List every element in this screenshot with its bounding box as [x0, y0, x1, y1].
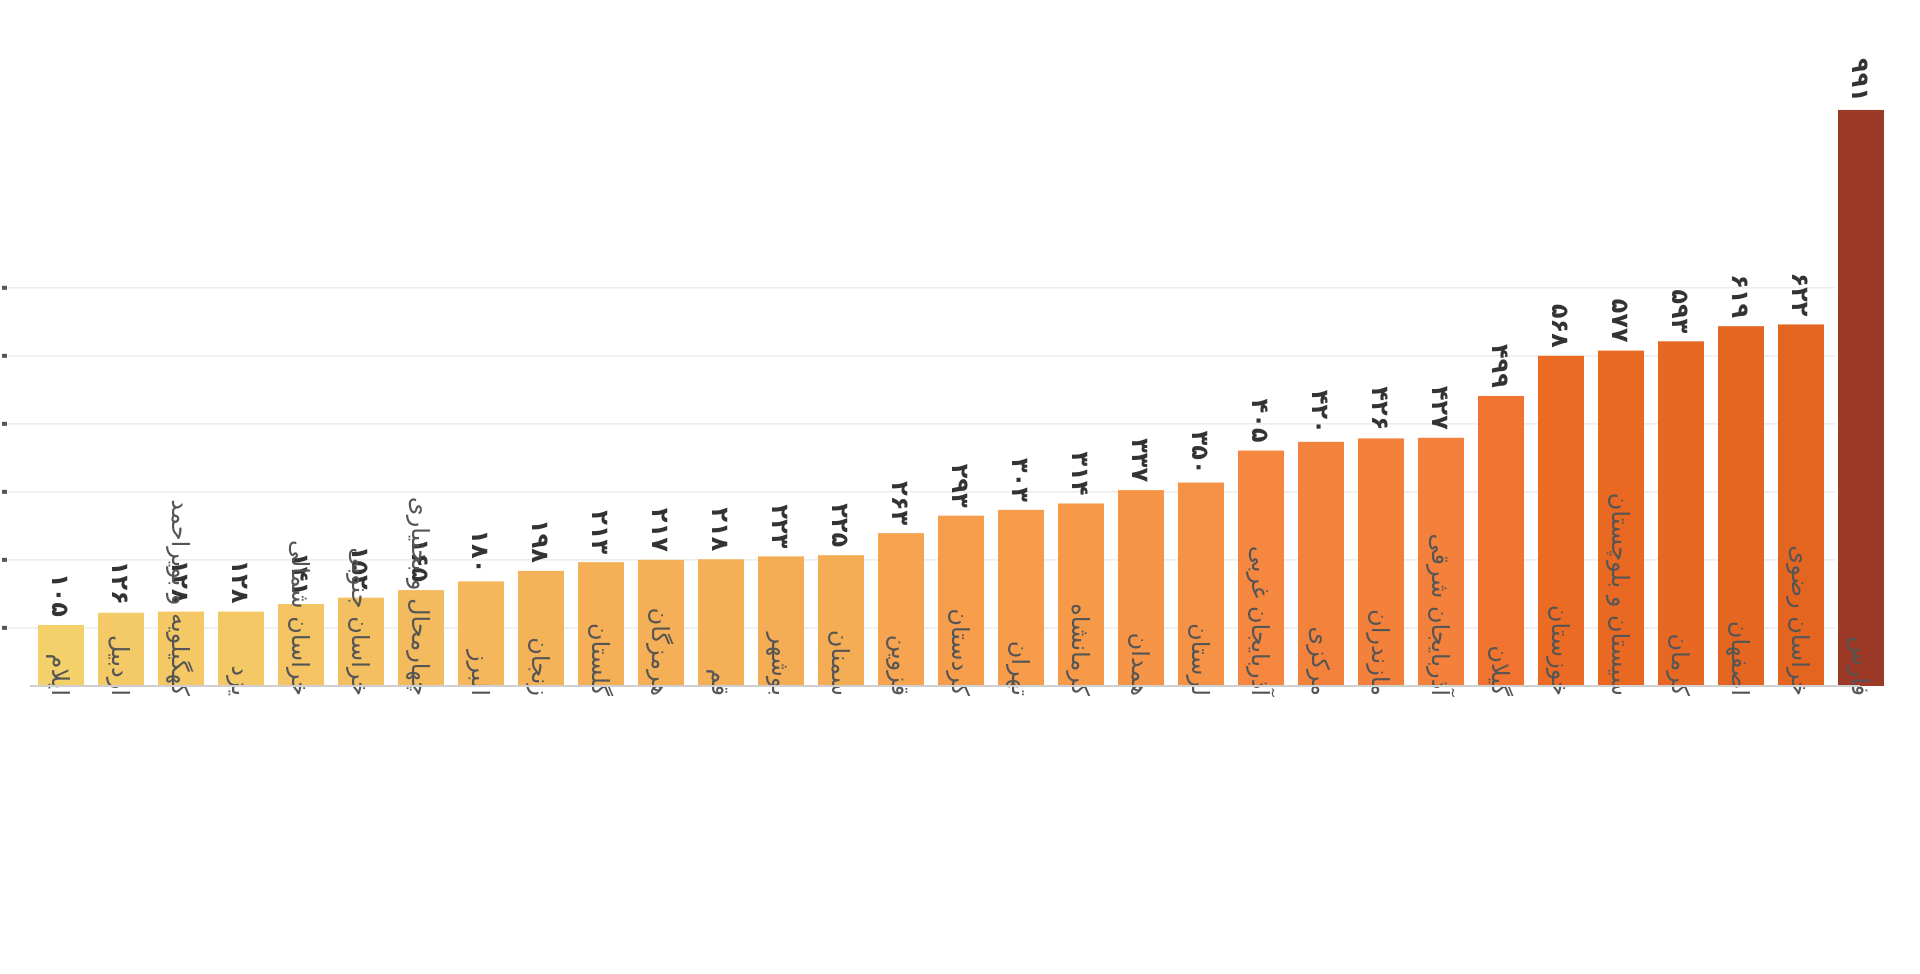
data-label: ۳۱۴ [1066, 452, 1094, 496]
category-label: کردستان [946, 608, 974, 696]
y-tick-mark [2, 285, 7, 290]
category-label: زنجان [526, 637, 554, 696]
bar [278, 604, 324, 686]
bars [38, 109, 1884, 686]
category-label: خراسان شمالی [286, 540, 314, 696]
bar [698, 559, 744, 686]
data-label: ۲۲۵ [826, 503, 854, 547]
bar [1838, 109, 1884, 686]
bar [1478, 395, 1524, 686]
bar [818, 555, 864, 686]
bar [518, 570, 564, 686]
category-label: اصفهان [1726, 621, 1754, 696]
bar [218, 611, 264, 686]
category-label: خراسان جنوبی [346, 547, 374, 696]
data-label: ۱۶۵ [406, 538, 434, 582]
bar [158, 611, 204, 686]
data-label: ۱۲۸ [226, 560, 254, 604]
category-label: فارس [1846, 636, 1874, 696]
y-tick-mark [2, 625, 7, 630]
category-label: ایلام [46, 653, 74, 696]
data-label: ۴۲۷ [1426, 386, 1454, 430]
data-label: ۳۵۰ [1186, 431, 1214, 475]
data-label: ۲۶۳ [886, 481, 914, 525]
category-label: خراسان رضوی [1786, 545, 1814, 696]
category-label: هرمزگان [646, 608, 674, 696]
category-label: قم [706, 669, 734, 696]
data-label: ۵۷۷ [1606, 299, 1634, 343]
bar [1718, 326, 1764, 686]
category-label: مرکزی [1306, 626, 1334, 696]
bar [758, 556, 804, 686]
bar [1118, 490, 1164, 686]
category-label: سیستان و بلوچستان [1606, 493, 1634, 696]
category-label: گیلان [1486, 645, 1514, 696]
bar [998, 509, 1044, 686]
bar [878, 533, 924, 686]
category-label: چهارمحال و بختیاری [406, 497, 434, 696]
category-label: آذربایجان شرقی [1426, 533, 1455, 697]
category-label: خوزستان [1546, 605, 1574, 696]
bar [98, 612, 144, 686]
data-label: ۲۱۳ [586, 510, 614, 554]
data-label: ۳۰۳ [1006, 458, 1034, 502]
data-label: ۵۶۸ [1546, 304, 1574, 348]
bar [338, 597, 384, 686]
bar [1298, 441, 1344, 686]
y-tick-mark [2, 557, 7, 562]
category-label: سمنان [826, 630, 854, 696]
category-label: کرمانشاه [1066, 603, 1094, 696]
data-label: ۱۰۵ [46, 573, 74, 617]
y-tick-mark [2, 421, 7, 426]
data-label: ۶۱۹ [1726, 274, 1754, 318]
category-label: البرز [466, 649, 494, 696]
data-label: ۲۱۸ [706, 507, 734, 551]
bar [1178, 482, 1224, 686]
category-label: یزد [226, 665, 254, 696]
bar [1418, 437, 1464, 686]
data-label: ۴۰۵ [1246, 399, 1274, 443]
category-label: لرستان [1186, 623, 1214, 696]
bar [1238, 450, 1284, 686]
bar [638, 559, 684, 686]
bar [398, 590, 444, 686]
data-label: ۴۲۶ [1366, 386, 1394, 430]
bar [458, 581, 504, 686]
category-labels: ایلام اردبیل کهگیلویه و بویراحمد یزد خراسان … [46, 493, 1874, 698]
data-label: ۱۲۶ [106, 561, 134, 605]
category-label: کهگیلویه و بویراحمد [166, 499, 194, 696]
data-label: ۴۹۹ [1486, 344, 1514, 388]
bar [938, 515, 984, 686]
data-label: ۱۹۸ [526, 519, 554, 563]
data-label: ۴۲۰ [1306, 390, 1334, 434]
data-label: ۱۲۸ [166, 560, 194, 604]
y-tick-mark [2, 353, 7, 358]
data-label: ۲۹۳ [946, 464, 974, 508]
category-label: مازندران [1366, 609, 1394, 696]
value-labels: ۱۰۵ ۱۲۶ ۱۲۸ ۱۲۸ ۱۴۱ ۱۵۲ ۱۶۵ ۱۸۰ ۱۹۸ ۲۱۳ ۲۱۷ ۲۱۸ ۲۲۳ ۲… [46, 58, 1874, 617]
bar [1778, 324, 1824, 686]
bar [1058, 503, 1104, 686]
data-label: ۵۹۳ [1666, 289, 1694, 333]
data-label: ۱۵۲ [346, 546, 374, 590]
bar [38, 624, 84, 686]
data-label: ۹۹۱ [1846, 58, 1874, 102]
category-label: آذربایجان غربی [1246, 546, 1275, 697]
bar [1658, 341, 1704, 686]
data-label: ۱۸۰ [466, 529, 494, 573]
bar [578, 562, 624, 686]
category-label: کرمان [1666, 634, 1694, 697]
bar [1358, 438, 1404, 686]
bar [1598, 350, 1644, 686]
data-label: ۳۳۷ [1126, 438, 1154, 482]
bar [1538, 355, 1584, 686]
data-label: ۶۲۲ [1786, 272, 1814, 316]
category-label: تهران [1006, 641, 1034, 696]
data-label: ۲۲۳ [766, 504, 794, 548]
data-label: ۱۴۱ [286, 552, 314, 596]
category-label: گلستان [586, 623, 614, 697]
data-label: ۲۱۷ [646, 508, 674, 552]
y-tick-mark [2, 489, 7, 494]
